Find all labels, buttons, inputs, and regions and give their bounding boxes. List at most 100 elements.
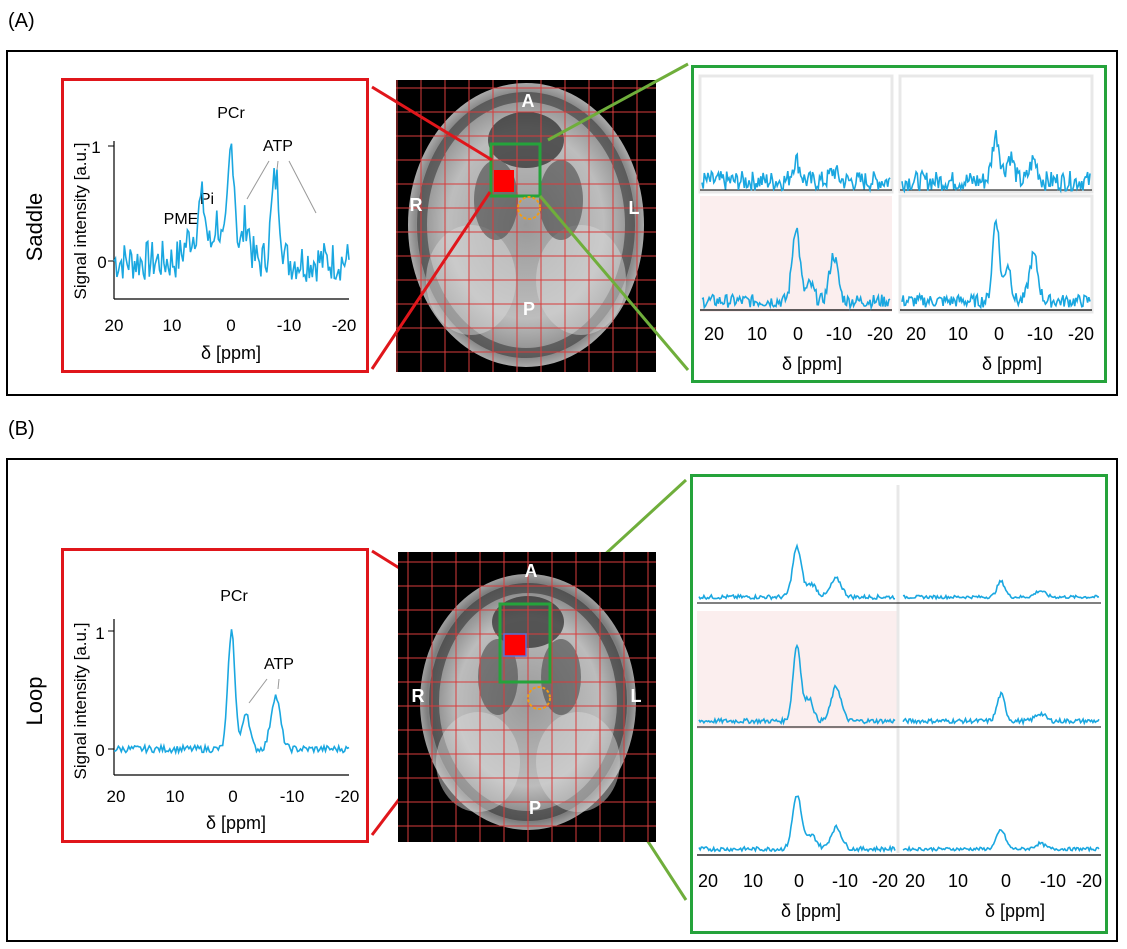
voxel-spectrum-b: 1 0 Signal intensity [a.u.] 20 10 0 -10 … <box>71 588 360 833</box>
panel-a-label: (A) <box>8 10 35 32</box>
atp-pointer <box>277 678 280 690</box>
selected-voxel <box>503 633 527 657</box>
x-tick-label: -20 <box>335 787 360 806</box>
x-tick-label: 0 <box>793 324 803 344</box>
peak-label-pcr: PCr <box>217 105 245 122</box>
voxel-spectrum-box-a: 1 0 Signal intensity [a.u.] 20 10 0 -10 … <box>61 78 369 373</box>
x-tick-label: 10 <box>948 871 968 891</box>
x-tick-label: 20 <box>905 871 925 891</box>
voxel-spectrum-a: 1 0 Signal intensity [a.u.] 20 10 0 -10 … <box>71 105 357 363</box>
x-axis-label: δ [ppm] <box>782 354 842 374</box>
peak-label-pcr: PCr <box>220 588 248 605</box>
x-tick-label: 0 <box>228 787 237 806</box>
panel-b-frame <box>6 458 1118 942</box>
x-tick-label: -10 <box>1027 324 1053 344</box>
x-tick-label: 10 <box>166 787 185 806</box>
x-axis-label: δ [ppm] <box>781 901 841 921</box>
x-tick-label: -10 <box>280 787 305 806</box>
x-tick-label: 20 <box>105 316 124 335</box>
x-tick-label: 20 <box>704 324 724 344</box>
neighbour-spectra-a: 20 10 0 -10 -20 20 10 0 -10 -20 δ [ppm] … <box>698 74 1094 374</box>
x-axis-label: δ [ppm] <box>206 813 266 833</box>
x-tick-label: -10 <box>1040 871 1066 891</box>
neighbour-spectra-box-a: 20 10 0 -10 -20 20 10 0 -10 -20 δ [ppm] … <box>691 65 1107 383</box>
spectrum-trace <box>698 643 896 726</box>
anterior-label: A <box>525 561 538 581</box>
spectrum-trace <box>113 143 350 282</box>
left-label: L <box>631 686 642 706</box>
y-tick-label: 0 <box>95 741 104 760</box>
x-tick-label: -20 <box>1068 324 1094 344</box>
x-axis-label: δ [ppm] <box>201 343 261 363</box>
panel-a-frame <box>6 50 1118 396</box>
selected-voxel <box>494 170 514 192</box>
x-tick-label: 10 <box>948 324 968 344</box>
left-label: L <box>629 198 640 218</box>
spectrum-trace <box>901 130 1091 194</box>
peak-label-atp: ATP <box>263 138 293 155</box>
spectrum-trace <box>902 690 1100 727</box>
y-tick-label: 0 <box>97 253 106 272</box>
row-label-loop: Loop <box>22 676 47 726</box>
posterior-label: P <box>529 798 541 818</box>
green-connector <box>538 195 690 371</box>
x-tick-label: 0 <box>994 324 1004 344</box>
x-tick-label: 20 <box>906 324 926 344</box>
peak-label-pme: PME <box>164 211 199 228</box>
x-tick-label: -10 <box>826 324 852 344</box>
y-axis-label: Signal intensity [a.u.] <box>71 143 90 300</box>
x-axis-label: δ [ppm] <box>985 901 1045 921</box>
x-tick-label: 10 <box>743 871 763 891</box>
panel-b-label: (B) <box>8 418 35 440</box>
atp-pointer <box>288 160 317 214</box>
spectrum-trace <box>698 543 896 601</box>
x-tick-label: 0 <box>1001 871 1011 891</box>
mri-image-b: A P R L <box>398 552 656 842</box>
spectrum-trace <box>701 152 891 194</box>
x-tick-label: 0 <box>226 316 235 335</box>
x-tick-label: -20 <box>867 324 893 344</box>
x-tick-label: -10 <box>277 316 302 335</box>
spectrum-trace <box>902 829 1100 853</box>
mri-image-a: A P R L <box>396 80 656 372</box>
atp-pointer <box>246 160 270 200</box>
neighbourhood-box <box>489 142 542 198</box>
atp-pointer <box>248 678 268 704</box>
x-axis-label: δ [ppm] <box>982 354 1042 374</box>
anterior-label: A <box>522 91 535 111</box>
spinal-cord-marker <box>527 686 551 710</box>
neighbour-spectra-box-b: 20 10 0 -10 -20 20 10 0 -10 -20 δ [ppm] … <box>690 474 1108 934</box>
x-tick-label: -10 <box>832 871 858 891</box>
neighbourhood-box <box>498 602 552 684</box>
mri-slice-b: A P R L <box>398 552 656 842</box>
spectrum-trace <box>902 579 1100 601</box>
spinal-cord-marker <box>517 196 541 220</box>
x-tick-label: -20 <box>872 871 898 891</box>
red-connector <box>370 191 492 370</box>
neighbour-spectra-b: 20 10 0 -10 -20 20 10 0 -10 -20 δ [ppm] … <box>697 485 1102 921</box>
highlighted-voxel-cell <box>700 196 892 312</box>
x-tick-label: 20 <box>107 787 126 806</box>
spectrum-trace <box>114 629 350 756</box>
red-connector <box>371 85 493 162</box>
peak-label-atp: ATP <box>264 656 294 673</box>
mri-slice-a: A P R L <box>396 80 656 372</box>
x-tick-label: 10 <box>747 324 767 344</box>
voxel-spectrum-box-b: 1 0 Signal intensity [a.u.] 20 10 0 -10 … <box>61 548 369 843</box>
x-tick-label: 10 <box>163 316 182 335</box>
y-tick-label: 1 <box>95 624 104 643</box>
x-tick-label: -20 <box>332 316 357 335</box>
right-label: R <box>412 686 425 706</box>
x-tick-label: 0 <box>794 871 804 891</box>
highlighted-voxel-cell <box>697 611 897 729</box>
y-axis-label: Signal intensity [a.u.] <box>71 623 90 780</box>
spectrum-trace <box>698 795 896 854</box>
x-tick-label: 20 <box>698 871 718 891</box>
y-tick-label: 1 <box>91 138 100 157</box>
x-tick-label: -20 <box>1076 871 1102 891</box>
spectrum-trace <box>701 227 891 311</box>
spectrum-trace <box>901 218 1091 310</box>
green-connector <box>547 62 689 142</box>
posterior-label: P <box>523 299 535 319</box>
right-label: R <box>410 195 423 215</box>
